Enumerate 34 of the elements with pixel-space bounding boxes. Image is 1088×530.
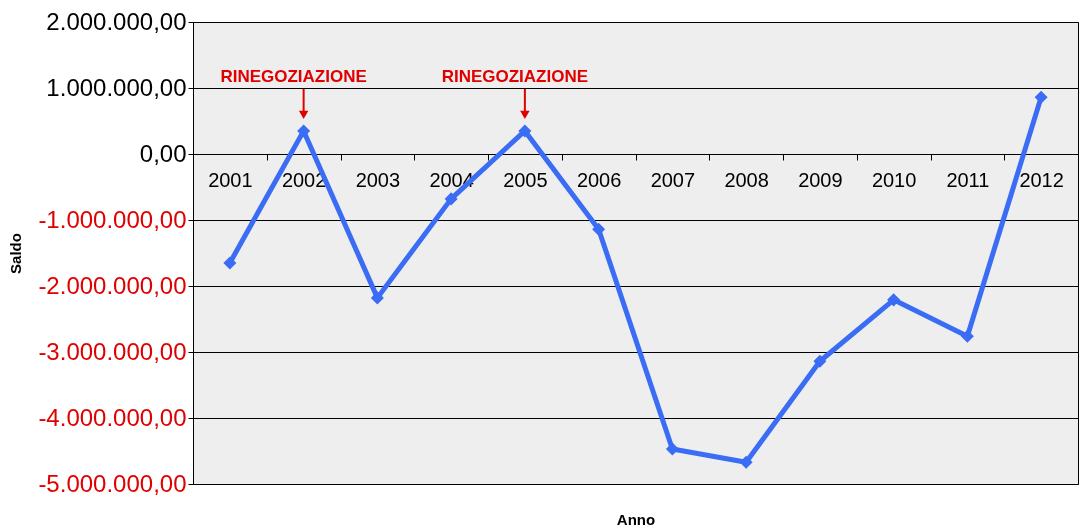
y-tick-label: 0,00 [139, 139, 187, 167]
point [444, 192, 458, 206]
y-tick-label: -5.000.000,00 [38, 469, 187, 497]
point [665, 442, 679, 456]
x-tick-label: 2010 [871, 168, 917, 191]
point [1034, 90, 1048, 104]
annotation: RINEGOZIAZIONE [220, 66, 367, 86]
y-tick-label: -1.000.000,00 [38, 205, 187, 233]
x-tick-label: 2001 [208, 168, 253, 191]
y-axis-title: Saldo [6, 233, 24, 274]
point [960, 329, 974, 343]
y-tick-label: 2.000.000,00 [46, 7, 187, 35]
point [813, 354, 827, 368]
y-tick-label: -4.000.000,00 [38, 403, 187, 431]
x-tick-label: 2011 [946, 168, 990, 191]
x-axis-title: Anno [616, 510, 656, 528]
x-tick-label: 2008 [724, 168, 769, 191]
point [592, 222, 606, 236]
point [739, 455, 753, 469]
x-tick-label: 2009 [798, 168, 843, 191]
point [518, 124, 532, 138]
point [887, 293, 901, 307]
point [223, 256, 237, 270]
y-tick-label: 1.000.000,00 [46, 73, 187, 101]
x-tick-label: 2006 [576, 168, 622, 191]
x-tick-label: 2012 [1019, 168, 1064, 191]
point [370, 291, 384, 305]
y-tick-label: -3.000.000,00 [38, 337, 187, 365]
x-tick-label: 2007 [650, 168, 696, 191]
x-tick-label: 2005 [503, 168, 548, 191]
annotation: RINEGOZIAZIONE [441, 66, 589, 86]
point [297, 124, 311, 138]
y-tick-label: -2.000.000,00 [38, 271, 187, 299]
x-tick-label: 2003 [355, 168, 401, 191]
